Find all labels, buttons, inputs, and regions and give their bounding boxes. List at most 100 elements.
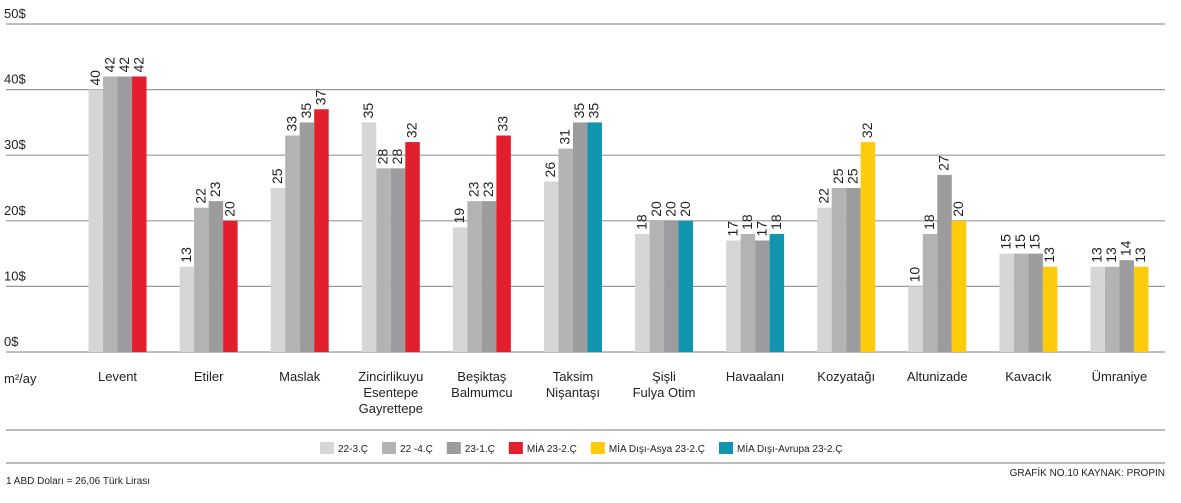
- value-label: 18: [739, 214, 755, 230]
- value-label: 32: [859, 122, 875, 138]
- value-label: 14: [1118, 240, 1134, 256]
- x-tick-label: Etiler: [194, 369, 224, 384]
- bar: [1042, 266, 1058, 352]
- source: GRAFİK NO.10 KAYNAK: PROPIN: [1010, 466, 1165, 479]
- value-label: 18: [921, 214, 937, 230]
- legend-swatch: [320, 442, 334, 454]
- value-label: 18: [633, 214, 649, 230]
- x-tick-label: Şişli Fulya Otim: [633, 369, 696, 400]
- value-label: 35: [360, 103, 376, 119]
- bar: [481, 201, 497, 352]
- value-label: 33: [495, 116, 511, 132]
- legend-swatch: [446, 442, 461, 454]
- bar: [179, 266, 195, 352]
- value-label: 13: [1041, 247, 1057, 263]
- legend-swatch: [590, 442, 605, 454]
- value-label: 25: [830, 168, 846, 184]
- legend-swatch: [382, 442, 397, 454]
- bar: [999, 253, 1014, 352]
- bar: [558, 148, 573, 352]
- legend-label: MİA Dışı-Asya 23-2.Ç: [609, 442, 705, 455]
- bar: [649, 220, 665, 352]
- bar: [817, 207, 832, 352]
- bar: [1090, 266, 1105, 352]
- legend: 22-3.Ç 22 -4.Ç 23-1.Ç MİA 23-2.Ç MİA Dışı-As…: [320, 442, 842, 455]
- x-tick-label: Altunizade: [907, 369, 968, 384]
- value-label: 20: [221, 201, 237, 217]
- value-label: 13: [1103, 247, 1119, 263]
- bar: [496, 135, 511, 352]
- bar: [937, 174, 952, 352]
- value-label: 15: [1012, 234, 1028, 250]
- value-label: 28: [375, 149, 391, 165]
- bar: [664, 220, 679, 352]
- value-label: 20: [648, 201, 664, 217]
- bar: [361, 122, 377, 353]
- bar: [1104, 266, 1120, 352]
- value-label: 13: [178, 247, 194, 263]
- x-tick-label: Maslak: [279, 369, 321, 384]
- value-label: 23: [207, 181, 223, 197]
- legend-label: 22 -4.Ç: [400, 444, 433, 455]
- value-label: 13: [1089, 247, 1105, 263]
- y-unit: m²/ay: [4, 371, 37, 386]
- bar: [740, 233, 756, 352]
- bar: [846, 188, 861, 352]
- bar: [543, 181, 559, 352]
- bar: [1028, 253, 1043, 352]
- value-label: 28: [389, 149, 405, 165]
- bar: [755, 240, 770, 352]
- x-tick-label: Kavacık: [1005, 369, 1052, 384]
- bar: [132, 76, 147, 352]
- bar: [405, 142, 420, 352]
- bar: [194, 207, 209, 352]
- bar: [88, 89, 104, 352]
- value-label: 23: [466, 181, 482, 197]
- value-label: 33: [283, 116, 299, 132]
- value-label: 35: [586, 103, 602, 119]
- value-label: 17: [753, 221, 769, 237]
- value-label: 15: [1027, 234, 1043, 250]
- bar: [1013, 253, 1029, 352]
- value-label: 22: [192, 188, 208, 204]
- bar: [270, 188, 286, 352]
- legend-label: 22-3.Ç: [338, 444, 368, 455]
- bar: [103, 76, 118, 352]
- value-label: 22: [815, 188, 831, 204]
- x-tick-label: Kozyatağı: [817, 369, 875, 384]
- value-label: 42: [130, 57, 146, 73]
- value-label: 10: [907, 267, 923, 283]
- bar: [1119, 260, 1134, 352]
- bar: [572, 122, 588, 353]
- value-label: 23: [480, 181, 496, 197]
- x-tick-label: Zincirlikuyu Esentepe Gayrettepe: [358, 369, 423, 416]
- bar: [908, 286, 923, 352]
- value-label: 31: [557, 129, 573, 145]
- bar: [922, 233, 938, 352]
- value-label: 20: [662, 201, 678, 217]
- bar: [390, 168, 406, 352]
- value-label: 40: [87, 70, 103, 86]
- bar: [587, 122, 602, 353]
- bar: [1133, 266, 1149, 352]
- y-tick-label: 40$: [4, 72, 26, 87]
- bar: [285, 135, 300, 352]
- bar: [678, 220, 694, 352]
- value-label: 32: [404, 122, 420, 138]
- x-tick-label: Taksim Nişantaşı: [546, 369, 600, 400]
- bar: [951, 220, 967, 352]
- bar: [314, 109, 329, 352]
- value-label: 19: [451, 208, 467, 224]
- y-tick-label: 0$: [4, 334, 19, 349]
- bar: [831, 188, 847, 352]
- bar: [208, 201, 224, 352]
- x-tick-label: Levent: [98, 369, 137, 384]
- value-label: 25: [844, 168, 860, 184]
- bar: [223, 220, 238, 352]
- value-label: 20: [677, 201, 693, 217]
- value-label: 18: [768, 214, 784, 230]
- bar: [467, 201, 482, 352]
- y-tick-label: 50$: [4, 6, 26, 21]
- value-label: 42: [101, 57, 117, 73]
- value-label: 35: [571, 103, 587, 119]
